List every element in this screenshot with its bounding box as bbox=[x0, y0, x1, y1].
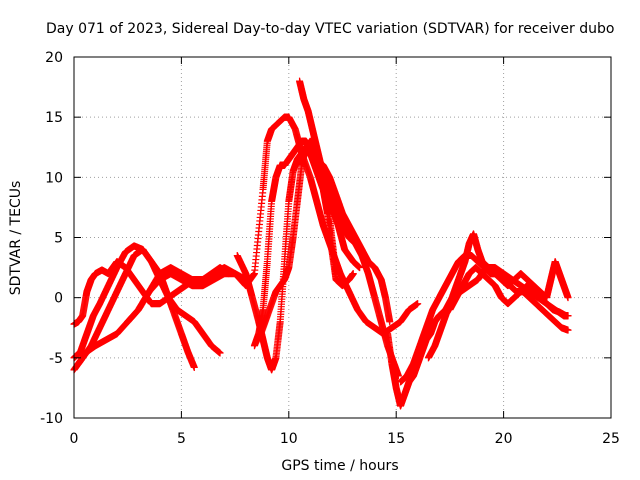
series-track-11 bbox=[384, 264, 572, 410]
data-point bbox=[190, 363, 198, 371]
data-points bbox=[70, 77, 572, 410]
data-point bbox=[216, 349, 224, 357]
chart-title: Day 071 of 2023, Sidereal Day-to-day VTE… bbox=[46, 21, 614, 37]
